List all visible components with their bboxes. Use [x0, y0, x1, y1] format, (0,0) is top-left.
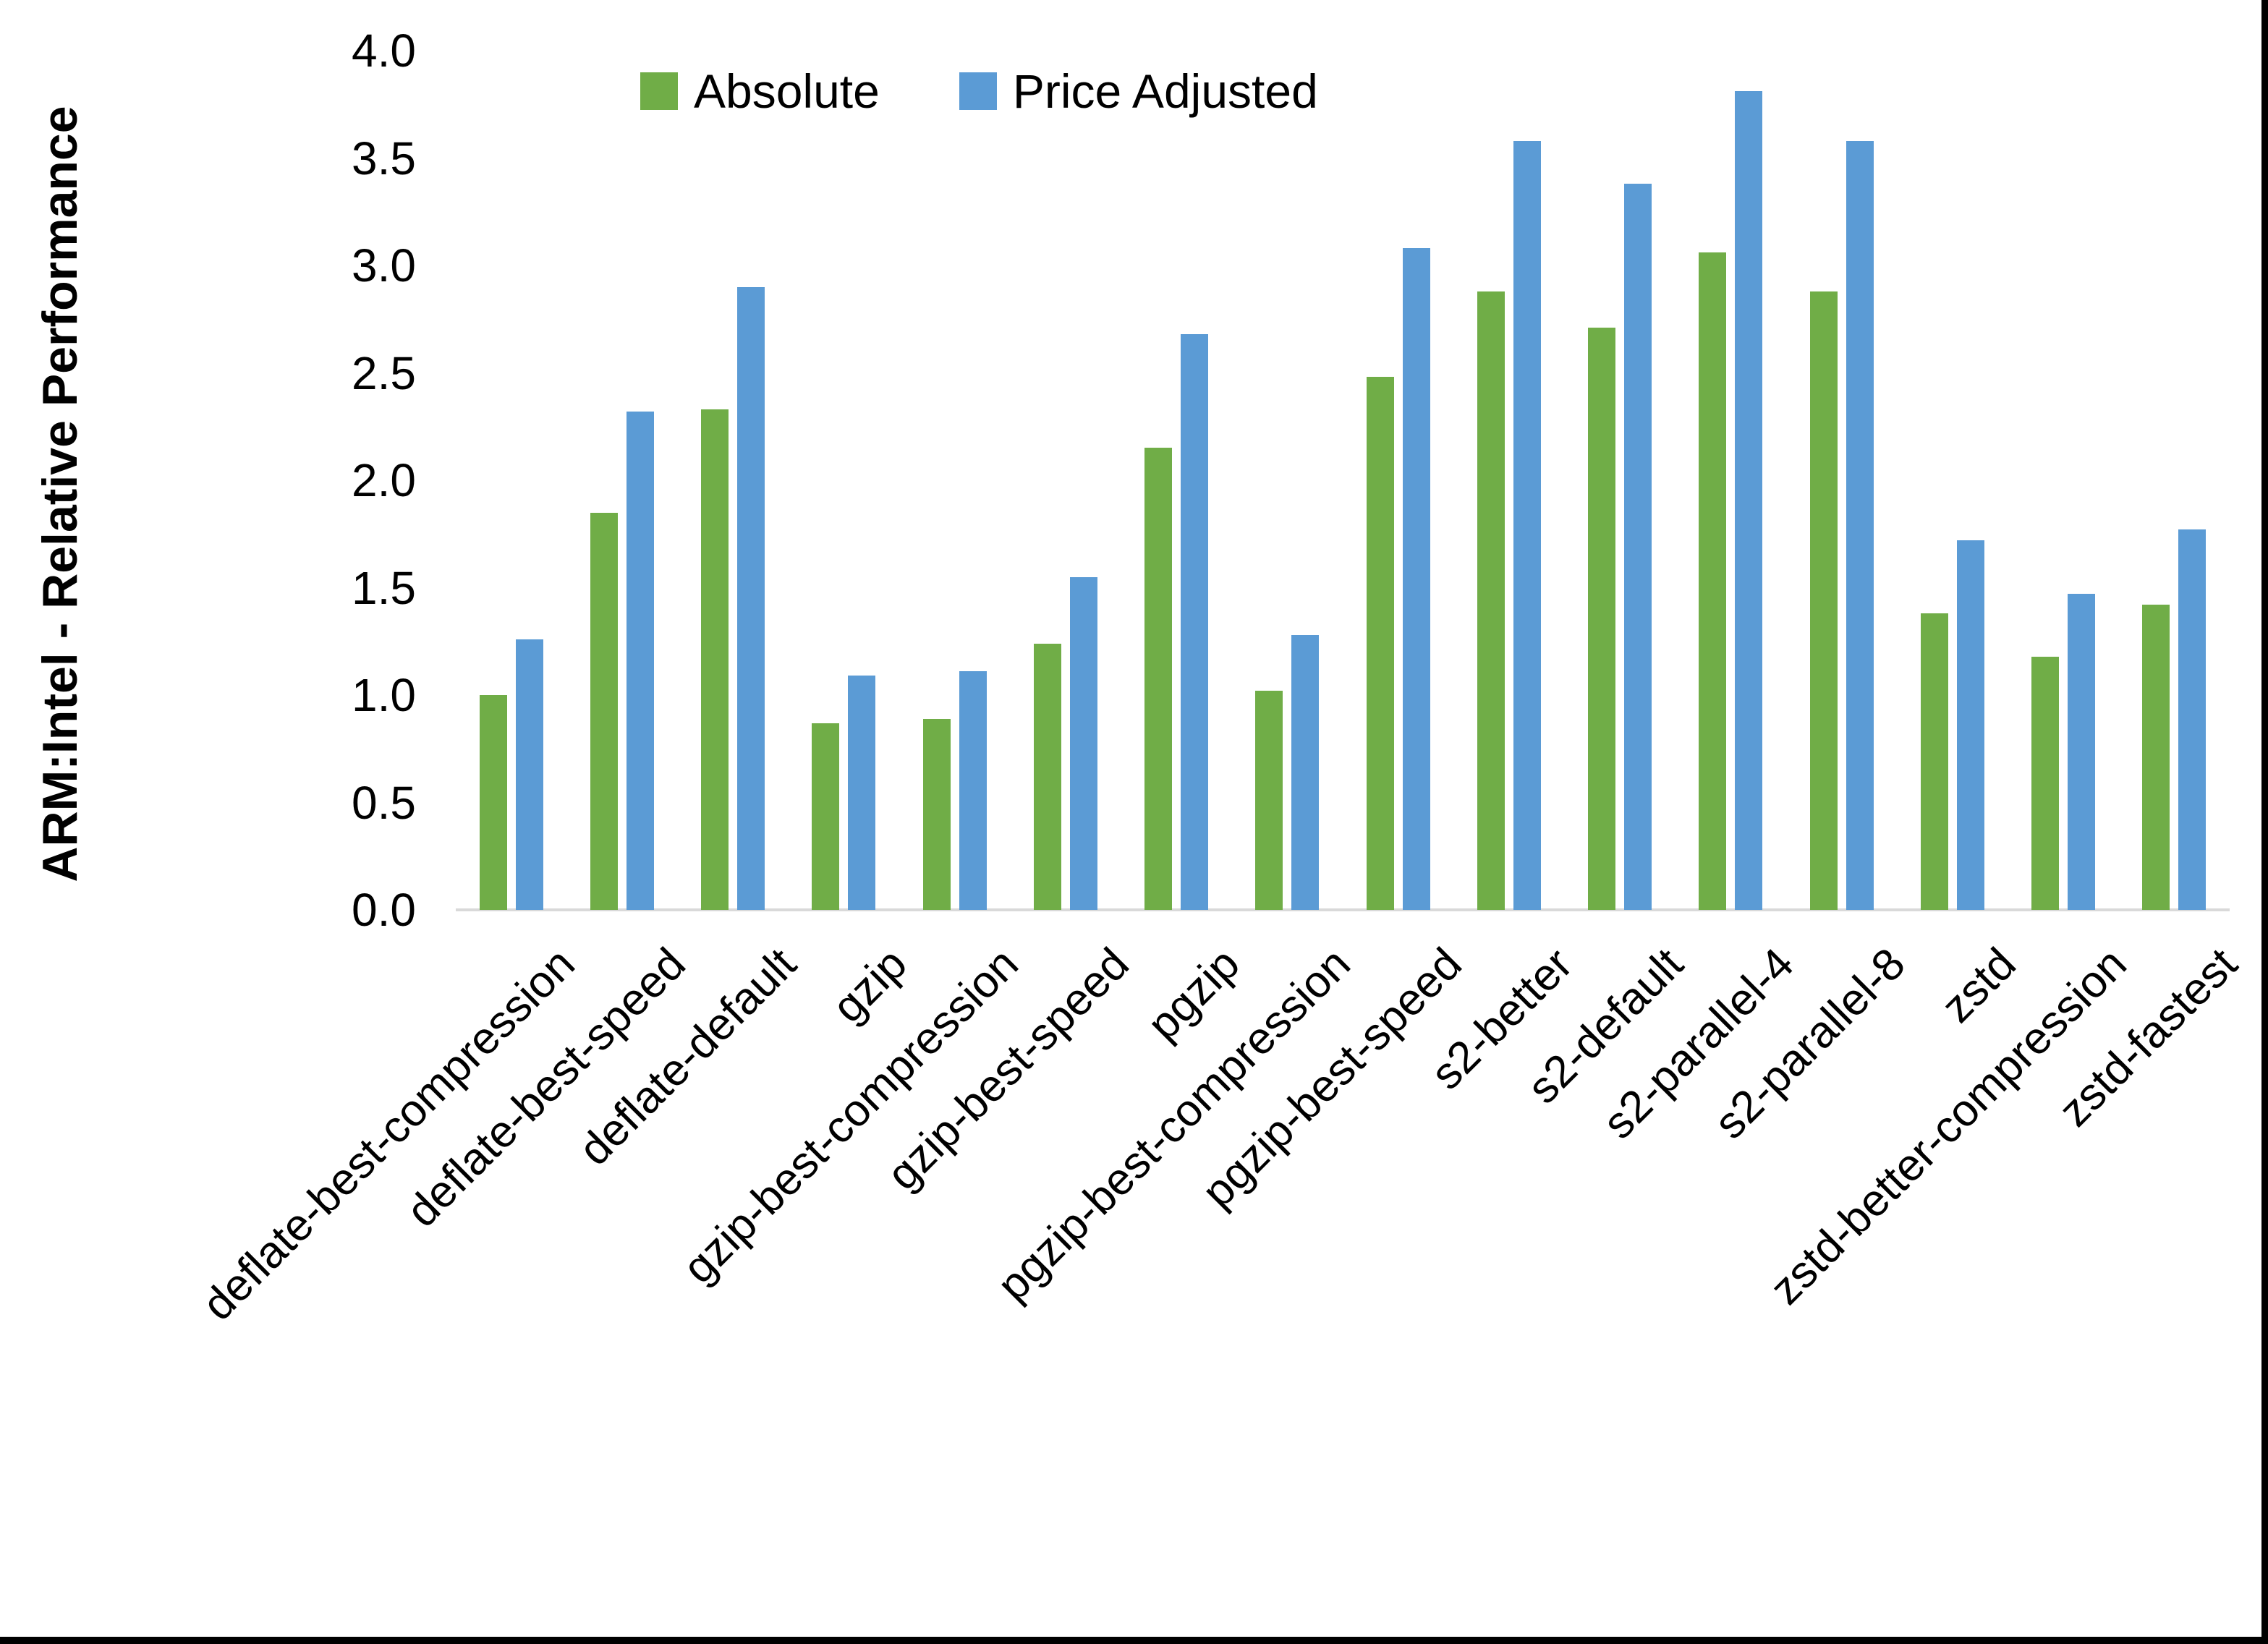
- screenshot-bottom-border: [0, 1637, 2268, 1644]
- legend-item-price-adjusted: Price Adjusted: [959, 64, 1318, 119]
- y-tick-label: 2.0: [352, 454, 416, 506]
- absolute-bar-deflate-best-compression: [479, 695, 507, 910]
- bar-group-gzip: [789, 51, 899, 910]
- absolute-bar-s2-parallel-4: [1699, 252, 1727, 910]
- bar-group-pgzip-best-compression: [1232, 51, 1343, 910]
- legend-swatch-absolute: [640, 72, 678, 110]
- legend-label-absolute: Absolute: [694, 64, 880, 118]
- bar-group-gzip-best-speed: [1010, 51, 1121, 910]
- bar-group-pgzip-best-speed: [1343, 51, 1453, 910]
- legend-swatch-price-adjusted: [959, 72, 997, 110]
- bar-group-s2-parallel-8: [1786, 51, 1897, 910]
- category-label-zstd: zstd: [1932, 939, 2026, 1033]
- absolute-bar-zstd-fastest: [2142, 605, 2170, 910]
- y-tick-label: 3.5: [352, 132, 416, 184]
- y-axis-title: ARM:Intel - Relative Performance: [33, 106, 88, 882]
- absolute-bar-gzip-best-speed: [1033, 643, 1061, 910]
- y-tick-label: 4.0: [352, 25, 416, 77]
- bar-group-s2-parallel-4: [1675, 51, 1786, 910]
- bar-group-zstd: [1897, 51, 2008, 910]
- price-adjusted-bar-gzip: [848, 676, 876, 910]
- y-tick-label: 3.0: [352, 239, 416, 291]
- bar-group-s2-default: [1565, 51, 1675, 910]
- legend-label-price-adjusted: Price Adjusted: [1012, 64, 1318, 118]
- bar-group-deflate-best-compression: [456, 51, 566, 910]
- absolute-bar-s2-default: [1588, 328, 1616, 910]
- absolute-bar-gzip-best-compression: [922, 718, 951, 910]
- bar-group-zstd-fastest: [2119, 51, 2230, 910]
- absolute-bar-deflate-best-speed: [590, 512, 618, 910]
- bar-group-s2-better: [1453, 51, 1564, 910]
- bar-group-zstd-better-compression: [2008, 51, 2119, 910]
- price-adjusted-bar-gzip-best-speed: [1069, 576, 1097, 910]
- price-adjusted-bar-s2-parallel-4: [1735, 91, 1763, 910]
- bar-group-pgzip: [1121, 51, 1232, 910]
- price-adjusted-bar-zstd-fastest: [2178, 529, 2207, 910]
- price-adjusted-bar-zstd-better-compression: [2068, 594, 2096, 910]
- absolute-bar-s2-parallel-8: [1809, 291, 1838, 910]
- price-adjusted-bar-s2-parallel-8: [1846, 140, 1874, 910]
- price-adjusted-bar-gzip-best-compression: [959, 671, 987, 910]
- price-adjusted-bar-deflate-best-compression: [515, 639, 543, 910]
- absolute-bar-zstd: [1920, 613, 1948, 910]
- price-adjusted-bar-pgzip-best-compression: [1291, 634, 1320, 910]
- bar-group-gzip-best-compression: [899, 51, 1010, 910]
- category-label-gzip: gzip: [823, 939, 917, 1033]
- y-tick-label: 1.5: [352, 561, 416, 614]
- absolute-bar-gzip: [812, 723, 840, 910]
- screenshot-right-border: [2261, 0, 2268, 1644]
- price-adjusted-bar-deflate-default: [737, 286, 765, 910]
- absolute-bar-s2-better: [1477, 291, 1505, 910]
- x-axis-line: [456, 908, 2230, 911]
- y-tick-label: 0.5: [352, 776, 416, 829]
- price-adjusted-bar-zstd: [1956, 540, 1984, 910]
- absolute-bar-pgzip: [1144, 448, 1173, 910]
- price-adjusted-bar-pgzip-best-speed: [1402, 248, 1430, 910]
- legend: Absolute Price Adjusted: [640, 64, 1318, 119]
- legend-item-absolute: Absolute: [640, 64, 880, 119]
- absolute-bar-pgzip-best-speed: [1366, 377, 1394, 910]
- bar-group-deflate-best-speed: [566, 51, 677, 910]
- absolute-bar-pgzip-best-compression: [1255, 691, 1283, 910]
- price-adjusted-bar-s2-better: [1513, 140, 1541, 910]
- bar-group-deflate-default: [678, 51, 789, 910]
- y-tick-label: 1.0: [352, 669, 416, 721]
- price-adjusted-bar-deflate-best-speed: [626, 411, 654, 910]
- price-adjusted-bar-pgzip: [1181, 334, 1209, 910]
- plot-area: [456, 51, 2230, 910]
- y-tick-label: 0.0: [352, 884, 416, 936]
- y-tick-label: 2.5: [352, 346, 416, 399]
- price-adjusted-bar-s2-default: [1624, 184, 1652, 910]
- absolute-bar-zstd-better-compression: [2031, 656, 2060, 910]
- absolute-bar-deflate-default: [701, 409, 729, 910]
